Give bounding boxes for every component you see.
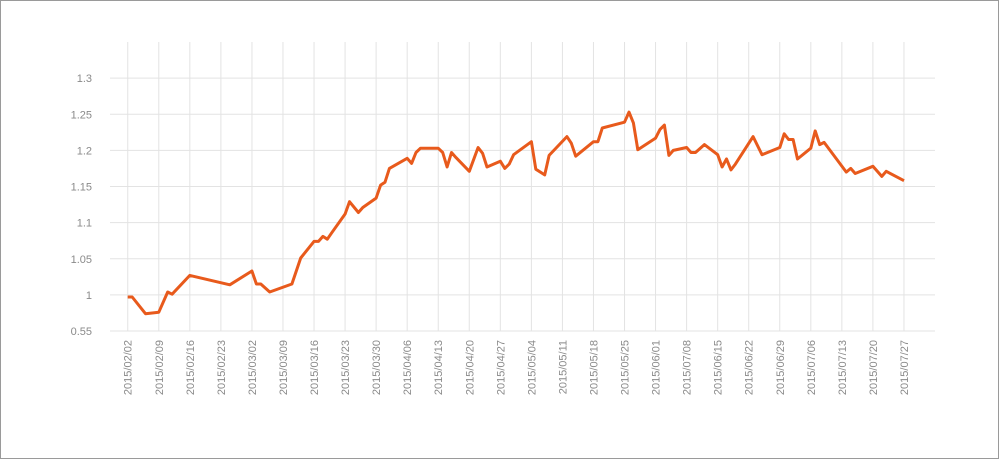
x-tick-label: 2015/06/29 xyxy=(775,340,787,395)
y-tick-label: 1 xyxy=(86,290,92,302)
x-tick-label: 2015/02/16 xyxy=(185,340,197,395)
x-tick-label: 2015/05/04 xyxy=(526,340,538,395)
x-tick-label: 2015/04/27 xyxy=(495,340,507,395)
x-tick-label: 2015/03/02 xyxy=(247,340,259,395)
x-tick-label: 2015/05/18 xyxy=(588,340,600,395)
x-tick-label: 2015/03/16 xyxy=(309,340,321,395)
x-tick-label: 2015/05/25 xyxy=(620,340,632,395)
x-tick-label: 2015/05/11 xyxy=(557,340,569,394)
line xyxy=(127,110,905,316)
x-tick-label: 2015/03/09 xyxy=(278,340,290,395)
x-tick-label: 2015/03/23 xyxy=(340,340,352,395)
y-tick-label: 1.15 xyxy=(71,182,92,194)
y-tick-label: 1.3 xyxy=(77,73,92,85)
x-tick-label: 2015/07/13 xyxy=(837,340,849,395)
x-tick-label: 2015/02/09 xyxy=(154,340,166,395)
y-tick-label: 0.55 xyxy=(71,326,92,338)
x-tick-label: 2015/04/13 xyxy=(433,340,445,395)
y-tick-label: 1.05 xyxy=(71,254,92,266)
x-tick-label: 2015/06/15 xyxy=(713,340,725,395)
x-tick-label: 2015/04/20 xyxy=(464,340,476,395)
x-tick-label: 2015/03/30 xyxy=(371,340,383,395)
x-tick-label: 2015/07/20 xyxy=(868,340,880,395)
y-tick-label: 1.2 xyxy=(77,145,92,157)
y-tick-label: 1.1 xyxy=(77,218,92,230)
y-tick-label: 1.25 xyxy=(71,109,92,121)
x-tick-label: 2015/07/08 xyxy=(682,340,694,395)
x-tick-label: 2015/02/02 xyxy=(123,340,135,395)
x-tick-label: 2015/06/01 xyxy=(651,340,663,395)
x-tick-label: 2015/02/23 xyxy=(216,340,228,395)
x-tick-label: 2015/04/06 xyxy=(402,340,414,395)
x-tick-label: 2015/07/06 xyxy=(806,340,818,395)
x-tick-label: 2015/06/22 xyxy=(744,340,756,395)
x-tick-label: 2015/07/27 xyxy=(899,340,911,395)
